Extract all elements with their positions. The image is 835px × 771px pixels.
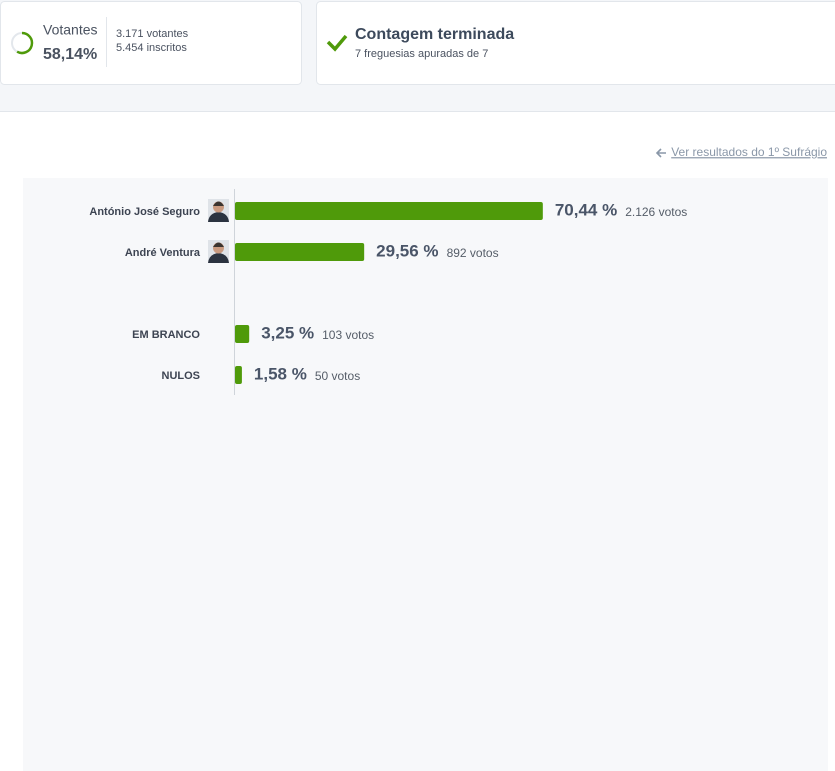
turnout-label: Votantes [43,22,98,38]
value-label: 3,25 % [261,323,314,342]
value-label: 1,58 % [254,364,307,383]
vote-label: 103 votos [322,328,374,342]
registered: 5.454 inscritos [116,42,187,54]
photo-hair [213,242,224,247]
photo-hair [213,201,224,206]
voters: 3.171 votantes [116,28,189,40]
bar [235,243,365,261]
vote-label: 892 votos [447,246,499,260]
candidate-photo [208,240,229,263]
check-icon [326,34,348,52]
photo-body [208,212,229,222]
chart-panel [23,178,828,771]
turnout-value: 58,14% [43,46,97,63]
back-link[interactable]: Ver resultados do 1º Sufrágio [671,145,827,159]
candidate-photo [208,199,229,222]
status-detail: 7 freguesias apuradas de 7 [355,48,488,60]
back-arrow[interactable] [655,148,666,158]
category-label: EM BRANCO [132,329,200,341]
category-label: António José Seguro [89,206,200,218]
bar [235,366,242,384]
turnout-arc-group [16,31,34,55]
vote-label: 2.126 votos [625,205,687,219]
turnout-arc [16,31,34,55]
turnout-card [0,1,302,85]
value-label: 70,44 % [555,200,617,219]
bar [235,325,250,343]
vote-label: 50 votos [315,369,360,383]
category-label: NULOS [162,370,201,382]
bar [235,202,543,220]
photo-body [208,253,229,263]
category-label: André Ventura [125,247,201,259]
status-card [316,1,835,85]
status-title: Contagem terminada [355,26,514,43]
value-label: 29,56 % [376,241,438,260]
